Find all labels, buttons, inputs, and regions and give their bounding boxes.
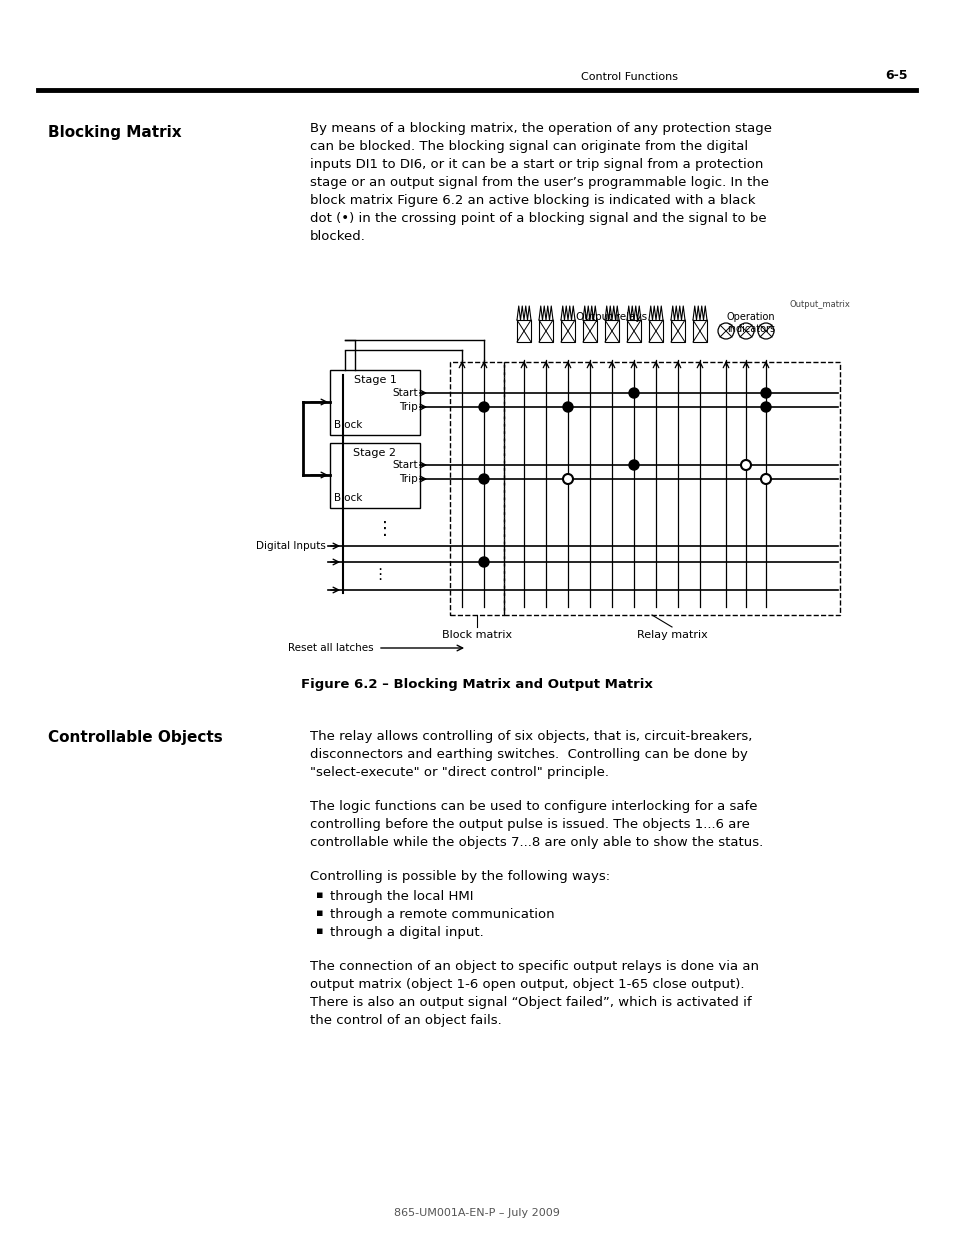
Text: Trip: Trip: [399, 403, 417, 412]
Text: Stage 1: Stage 1: [354, 375, 396, 385]
Text: dot (•) in the crossing point of a blocking signal and the signal to be: dot (•) in the crossing point of a block…: [310, 212, 766, 225]
Bar: [503, 362, 840, 615]
Text: Blocking Matrix: Blocking Matrix: [48, 125, 181, 140]
Text: 6-5: 6-5: [884, 69, 907, 82]
Circle shape: [562, 474, 573, 484]
Text: output matrix (object 1-6 open output, object 1-65 close output).: output matrix (object 1-6 open output, o…: [310, 978, 743, 990]
Bar: [517, 320, 531, 342]
Bar: [648, 320, 662, 342]
Text: Digital Inputs: Digital Inputs: [255, 541, 326, 551]
Bar: [626, 320, 640, 342]
Text: The connection of an object to specific output relays is done via an: The connection of an object to specific …: [310, 960, 759, 973]
Circle shape: [628, 388, 639, 398]
Bar: [582, 320, 597, 342]
Text: "select-execute" or "direct control" principle.: "select-execute" or "direct control" pri…: [310, 766, 608, 779]
Text: Operation
indicators: Operation indicators: [726, 312, 775, 335]
Text: ▪: ▪: [315, 926, 323, 936]
Text: controllable while the objects 7...8 are only able to show the status.: controllable while the objects 7...8 are…: [310, 836, 762, 848]
Text: 865-UM001A-EN-P – July 2009: 865-UM001A-EN-P – July 2009: [394, 1208, 559, 1218]
Bar: [330, 370, 419, 435]
Text: Block: Block: [334, 493, 362, 503]
Text: stage or an output signal from the user’s programmable logic. In the: stage or an output signal from the user’…: [310, 177, 768, 189]
Text: Start: Start: [392, 388, 417, 398]
Text: By means of a blocking matrix, the operation of any protection stage: By means of a blocking matrix, the opera…: [310, 122, 771, 135]
Bar: [604, 320, 618, 342]
Text: Relay matrix: Relay matrix: [636, 630, 706, 640]
Circle shape: [760, 403, 770, 412]
Text: ▪: ▪: [315, 890, 323, 900]
Circle shape: [740, 459, 750, 471]
Text: through a remote communication: through a remote communication: [330, 908, 554, 921]
Bar: [692, 320, 706, 342]
Text: through a digital input.: through a digital input.: [330, 926, 483, 939]
Text: Output_matrix: Output_matrix: [789, 300, 850, 309]
Text: The logic functions can be used to configure interlocking for a safe: The logic functions can be used to confi…: [310, 800, 757, 813]
Text: controlling before the output pulse is issued. The objects 1...6 are: controlling before the output pulse is i…: [310, 818, 749, 831]
Circle shape: [760, 474, 770, 484]
Bar: [450, 362, 503, 615]
Text: disconnectors and earthing switches.  Controlling can be done by: disconnectors and earthing switches. Con…: [310, 748, 747, 761]
Text: Block matrix: Block matrix: [441, 630, 512, 640]
Circle shape: [562, 403, 573, 412]
Text: Block: Block: [334, 420, 362, 430]
Circle shape: [478, 557, 489, 567]
Text: blocked.: blocked.: [310, 230, 366, 243]
Text: Start: Start: [392, 459, 417, 471]
Text: The relay allows controlling of six objects, that is, circuit-breakers,: The relay allows controlling of six obje…: [310, 730, 752, 743]
Text: ⋮: ⋮: [375, 520, 394, 538]
Circle shape: [478, 474, 489, 484]
Text: Output relays: Output relays: [576, 312, 647, 322]
Text: Figure 6.2 – Blocking Matrix and Output Matrix: Figure 6.2 – Blocking Matrix and Output …: [301, 678, 652, 692]
Text: Control Functions: Control Functions: [581, 72, 678, 82]
Bar: [560, 320, 575, 342]
Bar: [670, 320, 684, 342]
Text: the control of an object fails.: the control of an object fails.: [310, 1014, 501, 1028]
Circle shape: [478, 403, 489, 412]
Text: There is also an output signal “Object failed”, which is activated if: There is also an output signal “Object f…: [310, 995, 751, 1009]
Text: inputs DI1 to DI6, or it can be a start or trip signal from a protection: inputs DI1 to DI6, or it can be a start …: [310, 158, 762, 170]
Text: through the local HMI: through the local HMI: [330, 890, 473, 903]
Text: ⋮: ⋮: [372, 567, 387, 582]
Text: Reset all latches: Reset all latches: [288, 643, 374, 653]
Circle shape: [760, 388, 770, 398]
Circle shape: [628, 459, 639, 471]
Text: ▪: ▪: [315, 908, 323, 918]
Bar: [330, 443, 419, 508]
Text: Trip: Trip: [399, 474, 417, 484]
Text: can be blocked. The blocking signal can originate from the digital: can be blocked. The blocking signal can …: [310, 140, 747, 153]
Bar: [538, 320, 553, 342]
Text: Controlling is possible by the following ways:: Controlling is possible by the following…: [310, 869, 610, 883]
Text: Stage 2: Stage 2: [354, 448, 396, 458]
Text: Controllable Objects: Controllable Objects: [48, 730, 222, 745]
Text: block matrix Figure 6.2 an active blocking is indicated with a black: block matrix Figure 6.2 an active blocki…: [310, 194, 755, 207]
